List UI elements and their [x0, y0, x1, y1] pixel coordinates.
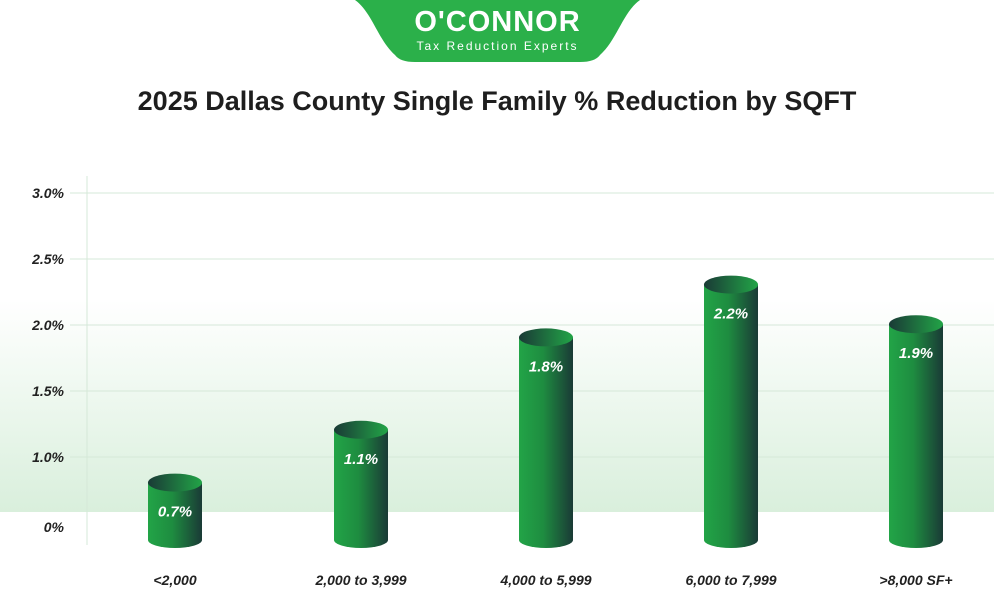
logo-name: O'CONNOR	[414, 6, 581, 38]
y-tick-label: 0%	[44, 519, 65, 535]
bar-top	[148, 473, 202, 492]
data-label: 1.8%	[529, 358, 563, 375]
bar: 1.9% >8,000 SF+	[879, 315, 953, 588]
data-label: 2.2%	[713, 306, 748, 323]
logo-banner-shape	[355, 0, 640, 62]
bar-top	[519, 328, 573, 347]
x-tick-label: 6,000 to 7,999	[685, 572, 776, 588]
x-tick-label: <2,000	[153, 572, 196, 588]
y-tick-label: 2.5%	[31, 251, 64, 267]
x-tick-label: >8,000 SF+	[879, 572, 952, 588]
bar: 1.1% 2,000 to 3,999	[314, 420, 407, 588]
bar: 2.2% 6,000 to 7,999	[685, 275, 777, 588]
x-tick-label: 2,000 to 3,999	[314, 572, 406, 588]
chart-title: 2025 Dallas County Single Family % Reduc…	[137, 86, 857, 116]
bar-top	[334, 420, 388, 439]
bar: 0.7% <2,000	[148, 473, 202, 588]
bar-top	[704, 275, 758, 294]
data-label: 1.9%	[899, 345, 933, 362]
data-label: 1.1%	[344, 451, 378, 468]
y-tick-label: 2.0%	[31, 317, 64, 333]
bar-body	[519, 337, 573, 548]
y-tick-label: 3.0%	[32, 185, 64, 201]
logo-tagline: Tax Reduction Experts	[416, 39, 579, 53]
bar-body	[334, 429, 388, 548]
y-tick-label: 1.0%	[32, 449, 64, 465]
oconnor-logo: O'CONNOR Tax Reduction Experts	[355, 0, 640, 62]
bar-body	[704, 284, 758, 548]
bar-top	[889, 315, 943, 334]
data-label: 0.7%	[158, 504, 192, 521]
y-tick-label: 1.5%	[32, 383, 64, 399]
bar-body	[148, 482, 202, 548]
bar: 1.8% 4,000 to 5,999	[499, 328, 592, 588]
x-tick-label: 4,000 to 5,999	[499, 572, 591, 588]
bar-body	[889, 324, 943, 548]
